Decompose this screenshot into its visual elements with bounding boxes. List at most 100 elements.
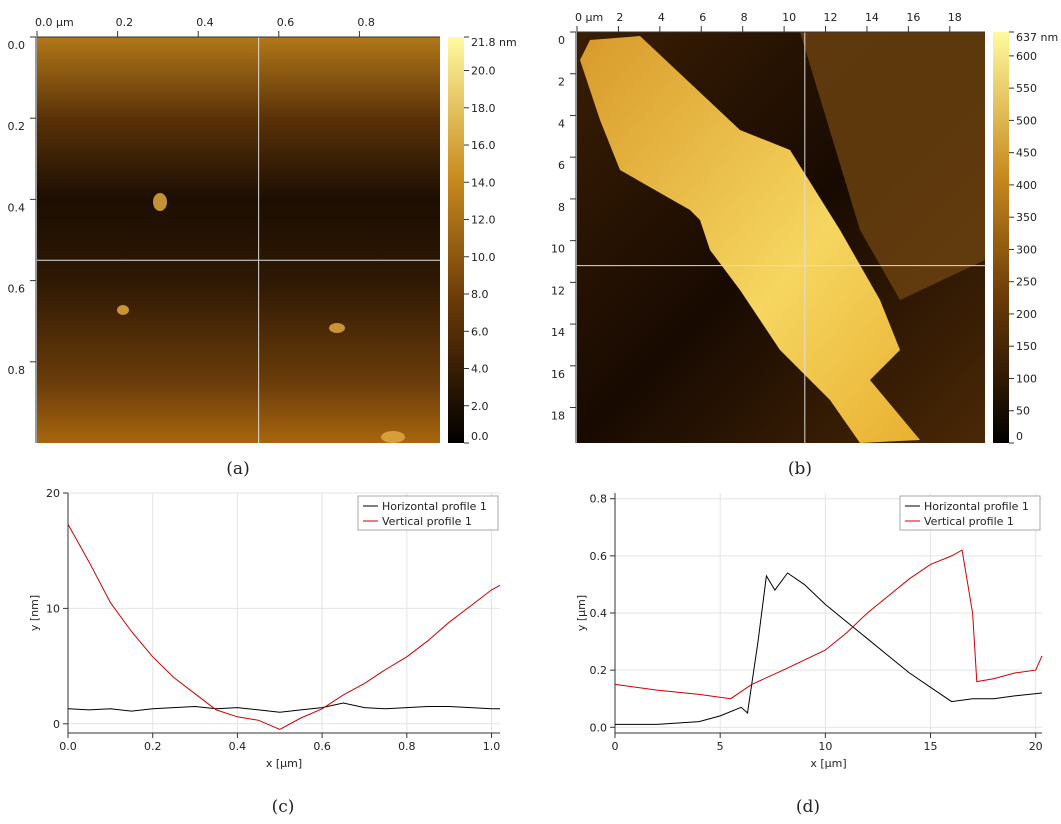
particle bbox=[381, 431, 405, 443]
colorbar-label: 8.0 bbox=[471, 288, 489, 301]
x-axis-label: x [µm] bbox=[810, 757, 846, 770]
x-tick-label: 6 bbox=[699, 11, 706, 24]
y-tick-label: 0.6 bbox=[590, 550, 608, 563]
x-tick-label: 15 bbox=[924, 740, 938, 753]
legend-label: Vertical profile 1 bbox=[382, 515, 472, 528]
y-tick-label: 0 bbox=[558, 34, 565, 47]
colorbar-label: 2.0 bbox=[471, 400, 489, 413]
colorbar-label: 100 bbox=[1016, 372, 1037, 385]
colorbar bbox=[448, 37, 464, 443]
colorbar-label: 21.8 nm bbox=[471, 36, 517, 49]
x-tick-label: 0.6 bbox=[313, 740, 331, 753]
x-axis-label: x [µm] bbox=[266, 757, 302, 770]
particle bbox=[153, 193, 167, 211]
legend-label: Vertical profile 1 bbox=[924, 515, 1014, 528]
y-tick-label: 2 bbox=[558, 76, 565, 89]
x-tick-label: 8 bbox=[741, 11, 748, 24]
y-tick-label: 14 bbox=[551, 326, 565, 339]
y-tick-label: 0.6 bbox=[8, 283, 26, 296]
colorbar-label: 12.0 bbox=[471, 214, 496, 227]
profile-line bbox=[67, 702, 500, 713]
caption: (b) bbox=[788, 459, 812, 479]
y-tick-label: 20 bbox=[46, 487, 60, 500]
y-axis-label: y [nm] bbox=[28, 595, 41, 631]
y-tick-label: 6 bbox=[558, 159, 565, 172]
y-tick-label: 10 bbox=[46, 602, 60, 615]
afm-image bbox=[37, 37, 440, 443]
x-tick-label: 16 bbox=[906, 11, 920, 24]
x-tick-label: 0.2 bbox=[116, 16, 134, 29]
colorbar-label: 400 bbox=[1016, 179, 1037, 192]
x-tick-label: 0.8 bbox=[357, 16, 375, 29]
particle bbox=[329, 323, 345, 333]
colorbar-label: 250 bbox=[1016, 276, 1037, 289]
y-tick-label: 4 bbox=[558, 117, 565, 130]
y-tick-label: 0.8 bbox=[8, 364, 26, 377]
y-tick-label: 0.0 bbox=[8, 39, 26, 52]
colorbar-label: 6.0 bbox=[471, 325, 489, 338]
legend bbox=[899, 495, 1041, 531]
x-tick-label: 18 bbox=[948, 11, 962, 24]
y-tick-label: 0.4 bbox=[8, 201, 26, 214]
caption: (d) bbox=[796, 797, 820, 817]
x-tick-label: 2 bbox=[616, 11, 623, 24]
colorbar-label: 14.0 bbox=[471, 176, 496, 189]
colorbar-label: 4.0 bbox=[471, 363, 489, 376]
colorbar bbox=[993, 32, 1009, 443]
legend bbox=[357, 495, 499, 531]
caption: (c) bbox=[272, 797, 295, 817]
y-tick-label: 0 bbox=[53, 718, 60, 731]
x-tick-label: 0.8 bbox=[398, 740, 416, 753]
x-tick-label: 1.0 bbox=[483, 740, 501, 753]
x-tick-label: 4 bbox=[658, 11, 665, 24]
colorbar-label: 50 bbox=[1016, 405, 1030, 418]
colorbar-label: 550 bbox=[1016, 82, 1037, 95]
x-tick-label: 10 bbox=[782, 11, 796, 24]
x-tick-label: 0.4 bbox=[196, 16, 214, 29]
y-tick-label: 16 bbox=[551, 368, 565, 381]
x-tick-label: 0.4 bbox=[229, 740, 247, 753]
afm-image-b-texture bbox=[577, 32, 985, 443]
x-tick-label: 0 µm bbox=[575, 11, 603, 24]
x-tick-label: 0.0 µm bbox=[35, 16, 74, 29]
colorbar-label: 0 bbox=[1016, 430, 1023, 443]
colorbar-label: 20.0 bbox=[471, 65, 496, 78]
x-tick-label: 20 bbox=[1029, 740, 1043, 753]
x-tick-label: 0.6 bbox=[277, 16, 295, 29]
x-tick-label: 14 bbox=[865, 11, 879, 24]
particle bbox=[117, 305, 129, 315]
legend-label: Horizontal profile 1 bbox=[382, 500, 487, 513]
colorbar-label: 637 nm bbox=[1016, 31, 1058, 44]
y-tick-label: 0.0 bbox=[590, 721, 608, 734]
y-tick-label: 0.2 bbox=[8, 120, 26, 133]
colorbar-label: 300 bbox=[1016, 243, 1037, 256]
x-tick-label: 12 bbox=[824, 11, 838, 24]
y-tick-label: 18 bbox=[551, 410, 565, 423]
legend-label: Horizontal profile 1 bbox=[924, 500, 1029, 513]
x-tick-label: 10 bbox=[818, 740, 832, 753]
y-tick-label: 0.4 bbox=[590, 607, 608, 620]
y-axis-label: y [µm] bbox=[575, 595, 588, 631]
y-tick-label: 10 bbox=[551, 243, 565, 256]
colorbar-label: 200 bbox=[1016, 308, 1037, 321]
x-tick-label: 0.2 bbox=[144, 740, 162, 753]
y-tick-label: 8 bbox=[558, 201, 565, 214]
x-tick-label: 0.0 bbox=[59, 740, 77, 753]
colorbar-label: 10.0 bbox=[471, 251, 496, 264]
colorbar-label: 150 bbox=[1016, 340, 1037, 353]
caption: (a) bbox=[226, 459, 249, 479]
profile-line bbox=[614, 549, 1043, 700]
profile-line bbox=[615, 572, 1043, 725]
y-tick-label: 0.8 bbox=[590, 493, 608, 506]
colorbar-label: 18.0 bbox=[471, 102, 496, 115]
colorbar-label: 0.0 bbox=[471, 430, 489, 443]
x-tick-label: 5 bbox=[717, 740, 724, 753]
y-tick-label: 0.2 bbox=[590, 664, 608, 677]
x-tick-label: 0 bbox=[612, 740, 619, 753]
colorbar-label: 16.0 bbox=[471, 139, 496, 152]
colorbar-label: 600 bbox=[1016, 50, 1037, 63]
colorbar-label: 500 bbox=[1016, 114, 1037, 127]
profile-line bbox=[67, 523, 501, 731]
colorbar-label: 350 bbox=[1016, 211, 1037, 224]
